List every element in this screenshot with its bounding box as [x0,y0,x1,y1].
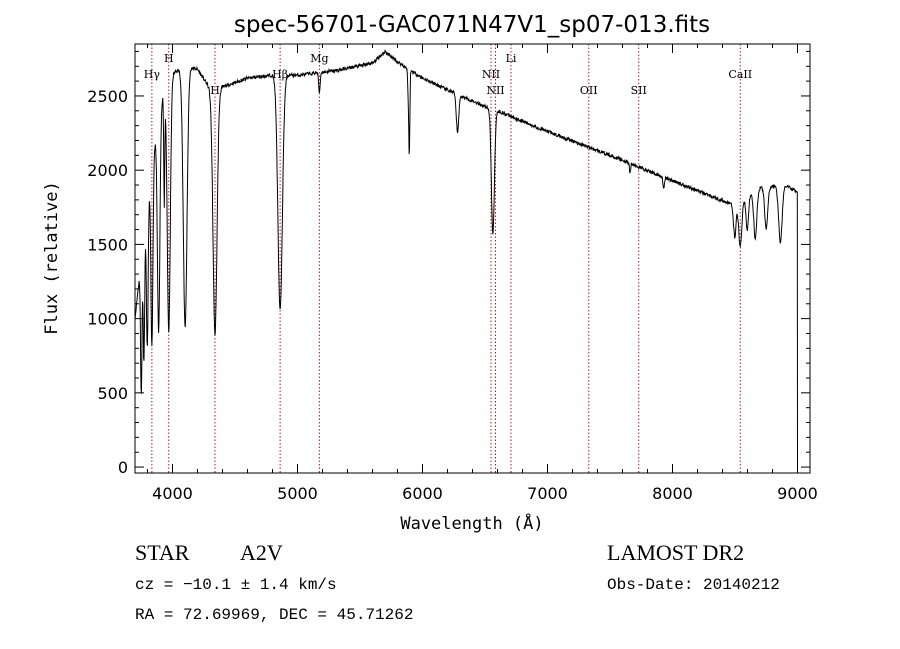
object-subclass: A2V [240,540,283,565]
line-annotation-label: Li [506,52,517,65]
line-annotation-label: SII [631,84,647,97]
y-tick-label: 0 [118,458,128,477]
y-axis-label: Flux (relative) [42,181,62,335]
x-tick-label: 6000 [402,484,443,503]
survey-name: LAMOST DR2 [607,540,744,565]
y-tick-label: 1000 [87,310,128,329]
line-annotation-label: NII [486,84,504,97]
coordinates-text: RA = 72.69969, DEC = 45.71262 [135,606,413,624]
line-marker-group [151,44,741,473]
spectrum-line [134,49,798,465]
y-tick-label: 2000 [87,161,128,180]
object-class: STAR [135,540,190,565]
line-annotation-label: OII [580,84,598,97]
line-annotation-label: H [210,84,220,97]
y-tick-label: 1500 [87,235,128,254]
y-tick-label: 2500 [87,87,128,106]
line-annotation-label: Mg [310,52,328,65]
line-annotation-label: CaII [728,68,752,81]
x-tick-label: 8000 [652,484,693,503]
obs-date-text: Obs-Date: 20140212 [607,576,780,594]
x-axis-label: Wavelength (Å) [400,512,543,534]
x-tick-label: 7000 [527,484,568,503]
axis-ticks: 4000 5000 6000 7000 8000 9000 0 500 1000 1500 2000… [87,44,818,503]
chart-title: spec-56701-GAC071N47V1_sp07-013.fits [234,12,710,38]
x-tick-label: 5000 [277,484,318,503]
plot-frame [134,43,811,474]
line-annotation-label: Hγ [144,68,161,81]
redshift-text: cz = −10.1 ± 1.4 km/s [135,576,337,594]
line-annotation-label: NII [482,68,500,81]
x-tick-label: 4000 [152,484,193,503]
x-tick-label: 9000 [777,484,818,503]
line-annotation-label: Hβ [272,68,288,81]
line-annotation-label: H [164,52,174,65]
y-tick-label: 500 [97,384,128,403]
